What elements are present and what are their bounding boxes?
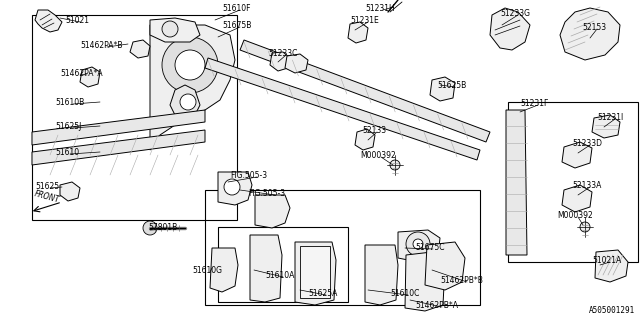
Polygon shape: [490, 8, 530, 50]
Polygon shape: [255, 195, 290, 228]
Polygon shape: [405, 252, 445, 311]
Text: 51462PB*A: 51462PB*A: [415, 301, 458, 310]
Polygon shape: [348, 22, 368, 43]
Bar: [205, 190, 480, 305]
Polygon shape: [150, 25, 235, 150]
Text: 51233C: 51233C: [268, 49, 298, 58]
Circle shape: [390, 160, 400, 170]
Circle shape: [162, 21, 178, 37]
Circle shape: [180, 94, 196, 110]
Polygon shape: [295, 242, 336, 305]
Text: 51610G: 51610G: [192, 266, 222, 275]
Polygon shape: [595, 250, 628, 282]
Text: 51610A: 51610A: [265, 271, 294, 280]
Text: 51610F: 51610F: [222, 4, 250, 13]
Polygon shape: [506, 110, 527, 255]
Text: 51625J: 51625J: [55, 122, 81, 131]
Text: 51021A: 51021A: [592, 256, 621, 265]
Text: 51233D: 51233D: [572, 139, 602, 148]
Text: 51625A: 51625A: [308, 289, 337, 298]
Polygon shape: [562, 185, 592, 212]
Text: 51610C: 51610C: [390, 289, 419, 298]
Polygon shape: [170, 85, 200, 120]
Circle shape: [143, 221, 157, 235]
Polygon shape: [218, 172, 252, 205]
Polygon shape: [32, 110, 205, 145]
Polygon shape: [130, 40, 150, 58]
Text: 51231F: 51231F: [520, 99, 548, 108]
Text: M000392: M000392: [360, 151, 396, 160]
Circle shape: [580, 222, 590, 232]
Text: 51231I: 51231I: [597, 113, 623, 122]
Circle shape: [162, 37, 218, 93]
Polygon shape: [365, 245, 398, 305]
Text: 52133: 52133: [362, 126, 386, 135]
Polygon shape: [430, 77, 455, 101]
Polygon shape: [205, 58, 480, 160]
Polygon shape: [398, 230, 440, 262]
Text: 51625: 51625: [35, 182, 59, 191]
Text: 51610: 51610: [55, 148, 79, 157]
Polygon shape: [250, 235, 282, 302]
Polygon shape: [60, 182, 80, 201]
Bar: [300, 246, 330, 298]
Text: 52133A: 52133A: [572, 181, 602, 190]
Circle shape: [224, 179, 240, 195]
Text: 51625B: 51625B: [437, 81, 467, 90]
Polygon shape: [425, 242, 465, 290]
Text: 51675B: 51675B: [222, 21, 252, 30]
Circle shape: [406, 232, 430, 256]
Polygon shape: [150, 18, 200, 42]
Text: A505001291: A505001291: [589, 306, 635, 315]
Text: FIG.505-3: FIG.505-3: [230, 171, 267, 180]
Text: 51231H: 51231H: [365, 4, 395, 13]
Text: 51610B: 51610B: [55, 98, 84, 107]
Polygon shape: [592, 115, 620, 138]
Text: 51233G: 51233G: [500, 9, 530, 18]
Polygon shape: [355, 129, 375, 150]
Bar: [32, 15, 237, 220]
Polygon shape: [32, 130, 205, 165]
Polygon shape: [285, 54, 308, 73]
Text: 51675C: 51675C: [415, 243, 445, 252]
Polygon shape: [560, 8, 620, 60]
Text: 51462PA*B: 51462PA*B: [80, 41, 122, 50]
Polygon shape: [35, 10, 62, 32]
Text: 51462PB*B: 51462PB*B: [440, 276, 483, 285]
Text: 51231E: 51231E: [350, 16, 379, 25]
Circle shape: [413, 239, 423, 249]
Polygon shape: [210, 248, 238, 292]
Text: 52153: 52153: [582, 23, 606, 32]
Bar: [218, 227, 348, 302]
Polygon shape: [270, 52, 290, 71]
Text: 51462PA*A: 51462PA*A: [60, 69, 102, 78]
Text: 57801B: 57801B: [148, 223, 177, 232]
Text: FRONT: FRONT: [33, 189, 61, 205]
Text: 51021: 51021: [65, 16, 89, 25]
Polygon shape: [562, 142, 592, 168]
Text: M000392: M000392: [557, 211, 593, 220]
Polygon shape: [240, 40, 490, 142]
Bar: [508, 102, 638, 262]
Circle shape: [175, 50, 205, 80]
Polygon shape: [80, 67, 100, 87]
Text: FIG.505-3: FIG.505-3: [248, 189, 285, 198]
